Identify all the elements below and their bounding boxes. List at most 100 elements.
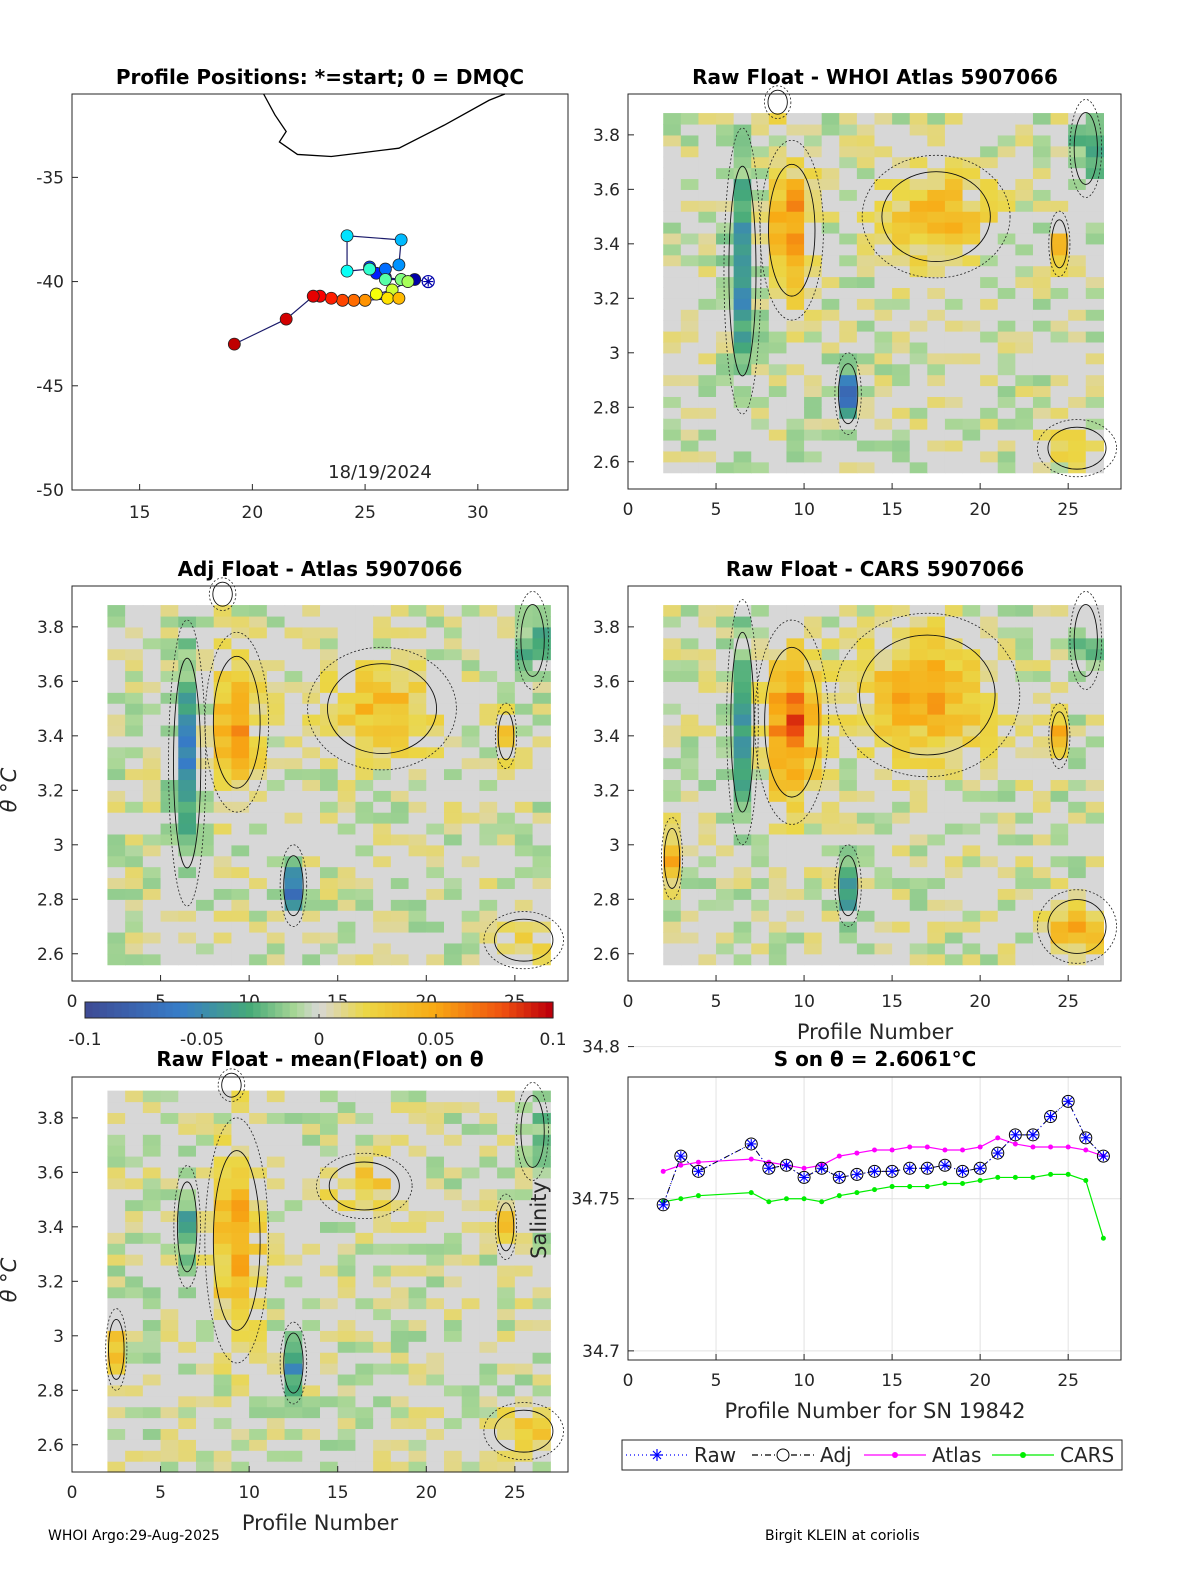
heat-cell	[337, 724, 357, 737]
heat-cell	[302, 615, 321, 628]
heat-cell	[1068, 374, 1087, 387]
heat-cell	[461, 1428, 481, 1440]
heat-cell	[426, 921, 445, 933]
heat-cell	[892, 385, 911, 397]
heat-cell	[444, 1363, 463, 1375]
heat-cell	[856, 670, 876, 682]
heat-cell	[284, 823, 303, 835]
heat-cell	[944, 833, 964, 846]
heat-cell	[390, 1123, 410, 1135]
heat-cell	[160, 757, 179, 770]
raw-point	[869, 1166, 880, 1177]
heat-cell	[909, 942, 928, 955]
heat-cell	[284, 1439, 303, 1451]
heat-cell	[768, 757, 788, 770]
heat-cell	[1085, 921, 1104, 933]
heat-cell	[497, 1286, 516, 1299]
colorbar-cell	[209, 1002, 218, 1018]
raw-whoi-title: Raw Float - WHOI Atlas 5907066	[692, 65, 1058, 89]
heat-cell	[1032, 178, 1052, 190]
heat-cell	[125, 1145, 144, 1157]
heat-cell	[821, 385, 840, 397]
heat-cell	[856, 714, 876, 726]
heat-cell	[1068, 910, 1087, 922]
heat-cell	[892, 724, 911, 737]
heat-cell	[1085, 232, 1104, 245]
heat-cell	[125, 877, 144, 889]
heat-cell	[514, 790, 534, 802]
heat-cell	[786, 222, 805, 234]
heat-cell	[698, 418, 717, 430]
heat-cell	[1085, 812, 1104, 824]
heat-cell	[231, 1101, 250, 1114]
heat-cell	[909, 670, 928, 682]
heat-cell	[320, 942, 339, 955]
heat-cell	[1068, 418, 1087, 430]
heat-cell	[178, 1363, 197, 1375]
heat-cell	[444, 921, 463, 933]
heat-cell	[768, 287, 788, 299]
heat-cell	[532, 1417, 551, 1430]
heat-cell	[178, 681, 197, 693]
heat-cell	[160, 812, 179, 824]
heat-cell	[390, 1188, 410, 1201]
heat-cell	[751, 746, 770, 759]
heat-cell	[107, 626, 126, 639]
heat-cell	[497, 1145, 516, 1157]
colorbar-cell	[121, 1002, 130, 1018]
heat-cell	[320, 735, 339, 748]
heat-cell	[426, 779, 445, 791]
heat-cell	[390, 1308, 410, 1321]
heat-cell	[927, 363, 946, 376]
contour-line-dotted	[726, 599, 759, 846]
heat-cell	[302, 1145, 321, 1157]
heat-cell	[821, 790, 840, 802]
heat-cell	[839, 605, 858, 617]
heat-cell	[1085, 276, 1104, 289]
heat-cell	[821, 714, 840, 726]
heat-cell	[408, 1286, 427, 1299]
heat-cell	[532, 921, 551, 933]
heat-cell	[320, 953, 339, 966]
heat-cell	[461, 637, 481, 650]
heat-cell	[284, 1221, 303, 1233]
heat-cell	[142, 1112, 162, 1124]
heat-cell	[1085, 352, 1104, 365]
heat-cell	[751, 134, 770, 147]
heat-cell	[786, 232, 805, 245]
heat-cell	[390, 899, 410, 911]
heat-cell	[390, 953, 410, 966]
heat-cell	[733, 823, 752, 835]
heat-cell	[178, 1384, 197, 1397]
heat-cell	[125, 910, 144, 922]
heat-cell	[231, 1428, 250, 1440]
heat-cell	[1050, 931, 1069, 944]
heat-cell	[444, 1232, 463, 1244]
contour-line-dotted	[279, 844, 308, 927]
heat-cell	[1050, 921, 1069, 933]
heat-cell	[461, 1112, 481, 1124]
heat-cell	[892, 374, 911, 387]
heat-cell	[337, 1275, 357, 1288]
heat-cell	[962, 396, 981, 408]
heat-cell	[160, 1156, 179, 1168]
heat-cell	[751, 735, 770, 748]
heat-cell	[663, 396, 682, 408]
heat-cell	[479, 1156, 498, 1168]
heat-cell	[839, 692, 858, 704]
heat-cell	[892, 626, 911, 639]
heat-cell	[266, 692, 286, 704]
x-tick-label: 15	[881, 1371, 903, 1391]
heat-cell	[125, 681, 144, 693]
heat-cell	[768, 823, 788, 835]
heat-cell	[302, 1286, 321, 1299]
heat-cell	[856, 450, 876, 463]
heat-cell	[892, 200, 911, 212]
heat-cell	[1032, 145, 1052, 158]
heat-cell	[821, 812, 840, 824]
heat-cell	[320, 1308, 339, 1321]
heat-cell	[284, 1156, 303, 1168]
heat-cell	[698, 374, 717, 387]
heat-cell	[962, 735, 981, 748]
heat-cell	[892, 866, 911, 879]
